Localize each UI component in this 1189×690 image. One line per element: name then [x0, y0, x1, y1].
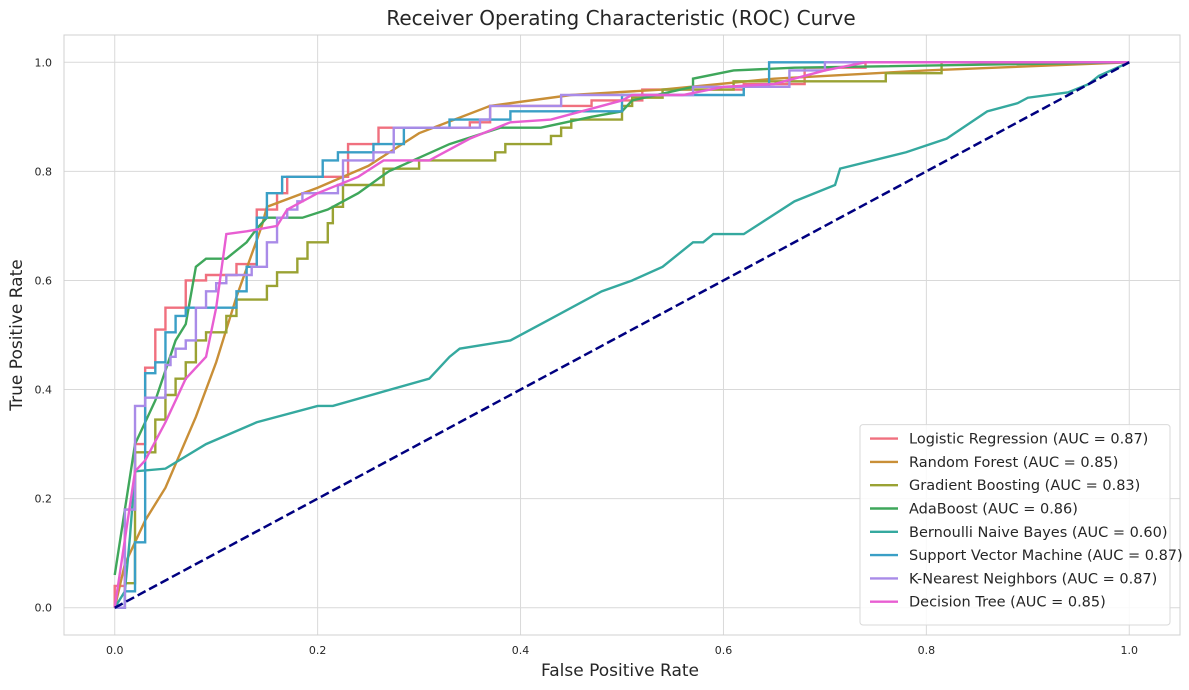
legend-label: AdaBoost (AUC = 0.86) — [909, 502, 1078, 518]
roc-line-gradient-boosting — [114, 61, 1130, 609]
chart-title: Receiver Operating Characteristic (ROC) … — [386, 6, 855, 30]
legend-label: K-Nearest Neighbors (AUC = 0.87) — [909, 571, 1157, 587]
y-axis-title: True Positive Rate — [7, 259, 27, 411]
x-tick-label: 0.6 — [715, 644, 733, 657]
y-tick-label: 0.6 — [35, 274, 53, 287]
y-tick-label: 0.8 — [35, 165, 53, 178]
chance-reference-line — [114, 61, 1130, 609]
x-tick-label: 0.8 — [918, 644, 936, 657]
roc-line-support-vector-machine — [114, 61, 1130, 609]
x-tick-label: 0.2 — [309, 644, 327, 657]
roc-line-random-forest — [113, 61, 1130, 609]
y-tick-label: 1.0 — [35, 56, 53, 69]
y-tick-label: 0.0 — [35, 602, 53, 615]
roc-line-k-nearest-neighbors — [114, 61, 1130, 609]
legend-label: Decision Tree (AUC = 0.85) — [909, 595, 1106, 611]
legend-label: Logistic Regression (AUC = 0.87) — [909, 432, 1148, 448]
legend: Logistic Regression (AUC = 0.87) Random F… — [859, 424, 1183, 626]
plot-frame — [63, 34, 1181, 636]
legend-box — [859, 424, 1171, 626]
roc-line-adaboost — [113, 61, 1130, 576]
legend-label: Random Forest (AUC = 0.85) — [909, 455, 1118, 471]
roc-line-bernoulli-naive-bayes — [113, 61, 1130, 609]
legend-label: Bernoulli Naive Bayes (AUC = 0.60) — [909, 525, 1168, 541]
y-tick-label: 0.4 — [35, 384, 53, 397]
legend-label: Support Vector Machine (AUC = 0.87) — [909, 548, 1183, 564]
plot-area: 0.0 0.2 0.4 0.6 0.8 1.0 0.0 0.2 0.4 0.6 0.8 1.0 — [35, 34, 1181, 657]
x-axis-title: False Positive Rate — [541, 661, 699, 681]
y-tick-label: 0.2 — [35, 493, 53, 506]
roc-line-decision-tree — [113, 61, 1130, 608]
x-tick-label: 0.4 — [512, 644, 530, 657]
x-tick-label: 0.0 — [106, 644, 124, 657]
legend-label: Gradient Boosting (AUC = 0.83) — [909, 478, 1140, 494]
x-tick-label: 1.0 — [1121, 644, 1139, 657]
